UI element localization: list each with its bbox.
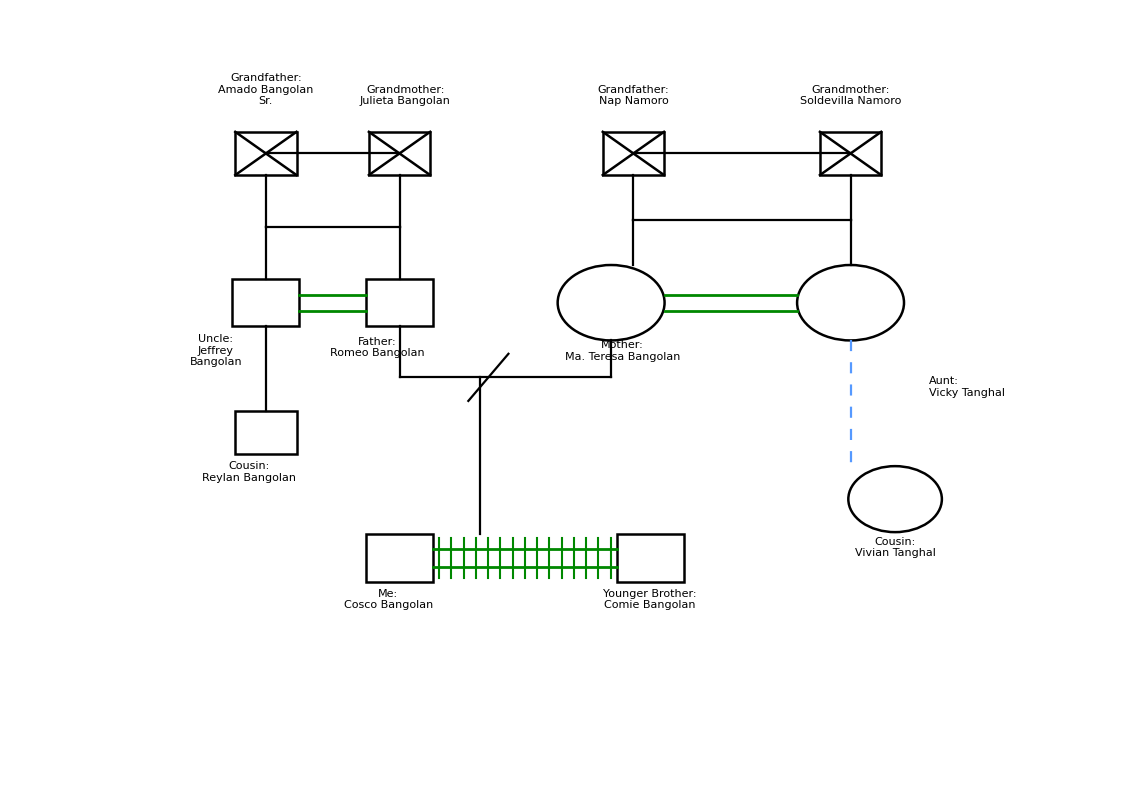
Bar (603, 132, 664, 175)
Circle shape (848, 466, 941, 532)
Text: Mother:
Ma. Teresa Bangolan: Mother: Ma. Teresa Bangolan (564, 341, 680, 362)
Text: Aunt:
Vicky Tanghal: Aunt: Vicky Tanghal (929, 376, 1004, 398)
Bar (617, 534, 683, 582)
Text: Younger Brother:
Comie Bangolan: Younger Brother: Comie Bangolan (604, 588, 697, 611)
Text: Grandmother:
Julieta Bangolan: Grandmother: Julieta Bangolan (360, 85, 451, 106)
Text: Uncle:
Jeffrey
Bangolan: Uncle: Jeffrey Bangolan (190, 334, 242, 368)
Text: Grandfather:
Nap Namoro: Grandfather: Nap Namoro (598, 85, 669, 106)
Circle shape (797, 265, 904, 341)
Text: Cousin:
Reylan Bangolan: Cousin: Reylan Bangolan (202, 461, 296, 483)
Text: Me:
Cosco Bangolan: Me: Cosco Bangolan (343, 588, 433, 611)
Bar (369, 132, 430, 175)
Text: Grandmother:
Soldevilla Namoro: Grandmother: Soldevilla Namoro (800, 85, 901, 106)
Text: Cousin:
Vivian Tanghal: Cousin: Vivian Tanghal (855, 537, 936, 558)
Bar (366, 279, 433, 326)
Bar (366, 534, 433, 582)
Circle shape (558, 265, 664, 341)
Bar (820, 132, 881, 175)
Text: Grandfather:
Amado Bangolan
Sr.: Grandfather: Amado Bangolan Sr. (218, 73, 313, 106)
Text: Father:
Romeo Bangolan: Father: Romeo Bangolan (330, 337, 424, 358)
Bar (236, 132, 296, 175)
Bar (232, 279, 300, 326)
Bar (236, 410, 296, 454)
